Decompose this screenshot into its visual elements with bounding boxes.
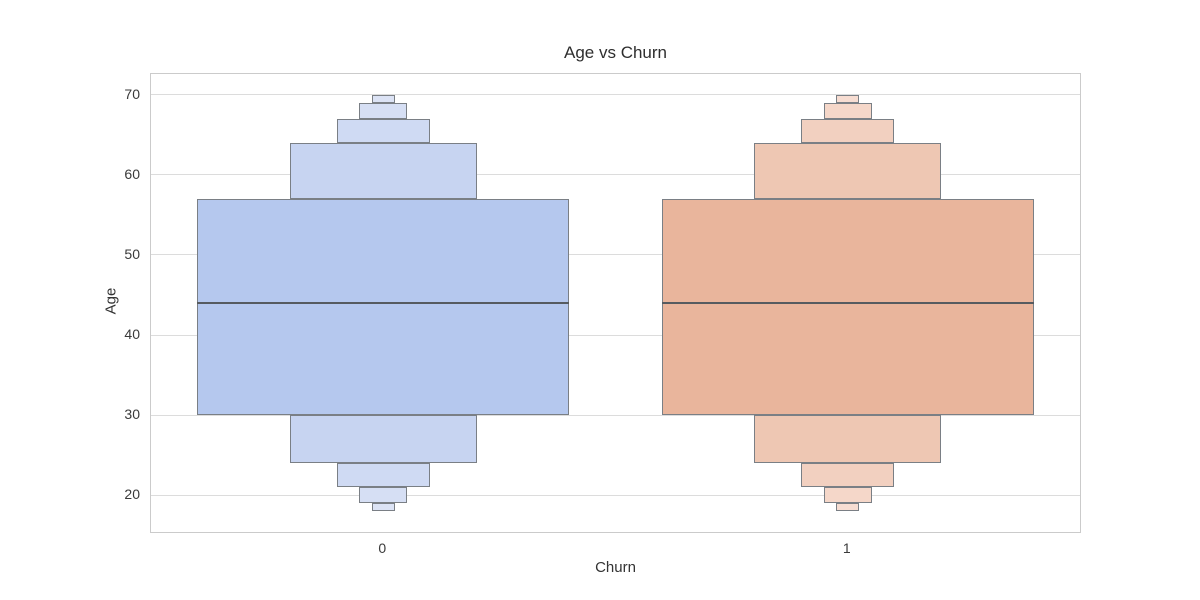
y-axis-label: Age — [102, 287, 120, 315]
y-tick-label: 30 — [124, 406, 140, 423]
boxen-box-churn1-level0 — [661, 198, 1034, 416]
gridline — [151, 174, 1080, 176]
boxen-box-churn1-level3 — [823, 487, 872, 504]
x-tick-label: 1 — [842, 540, 851, 556]
gridline — [151, 254, 1080, 256]
gridline — [151, 494, 1080, 496]
gridline — [151, 334, 1080, 336]
boxen-box-churn1-level4 — [836, 94, 860, 103]
boxen-box-churn0-level3 — [359, 487, 408, 504]
gridline — [151, 414, 1080, 416]
y-tick-label: 60 — [124, 165, 140, 182]
y-tick-label: 40 — [124, 326, 140, 343]
boxen-box-churn0-level4 — [371, 94, 395, 103]
boxen-box-churn0-level2 — [336, 463, 430, 488]
boxen-box-churn1-level3 — [823, 102, 872, 119]
plot-area — [150, 73, 1081, 533]
boxen-box-churn1-level1 — [754, 415, 942, 464]
x-axis-label: Churn — [595, 559, 636, 576]
boxen-box-churn0-level1 — [289, 142, 477, 199]
boxen-box-churn0-level3 — [359, 102, 408, 119]
chart-title: Age vs Churn — [564, 43, 667, 62]
y-tick-label: 50 — [124, 245, 140, 262]
boxen-box-churn1-level1 — [754, 142, 942, 199]
median-line-churn0 — [197, 302, 570, 304]
boxen-box-churn0-level1 — [289, 415, 477, 464]
boxen-box-churn1-level2 — [801, 463, 895, 488]
gridline — [151, 94, 1080, 96]
boxen-box-churn1-level4 — [836, 503, 860, 512]
boxen-box-churn0-level0 — [197, 198, 570, 416]
boxen-box-churn0-level4 — [371, 503, 395, 512]
median-line-churn1 — [661, 302, 1034, 304]
y-tick-label: 20 — [124, 486, 140, 503]
boxen-box-churn1-level2 — [801, 118, 895, 143]
x-tick-label: 0 — [378, 540, 387, 556]
y-tick-label: 70 — [124, 85, 140, 102]
boxen-box-churn0-level2 — [336, 118, 430, 143]
